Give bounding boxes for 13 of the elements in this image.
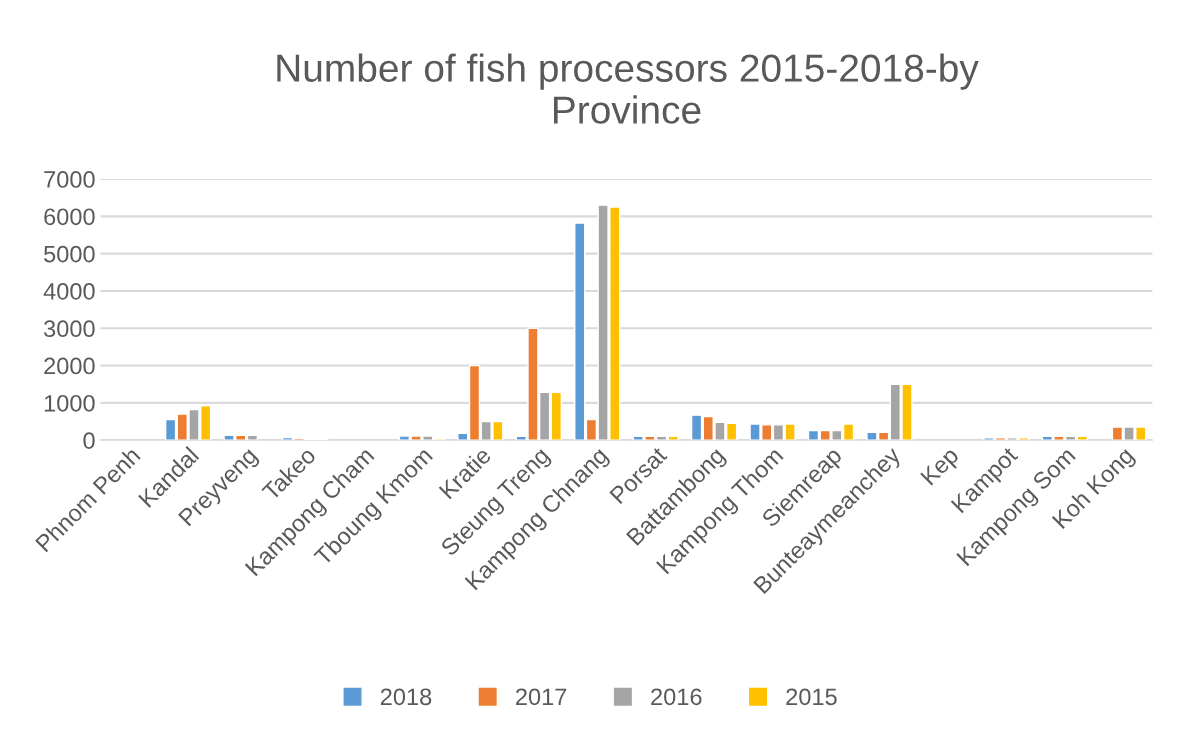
y-tick-label: 5000 xyxy=(44,245,95,263)
y-tick-label: 4000 xyxy=(43,283,95,300)
y-tick-label: 3000 xyxy=(43,320,95,338)
y-tick-label: 7000 xyxy=(44,171,95,188)
legend-label: 2018 xyxy=(380,688,432,706)
legend-label: 2017 xyxy=(516,688,567,706)
y-tick-label: 2000 xyxy=(44,357,95,375)
chart-title: Number of fish processors 2015-2018-by Province xyxy=(277,53,979,124)
y-tick-label: 0 xyxy=(83,432,95,449)
y-tick-label: 1000 xyxy=(44,394,95,412)
y-tick-label: 6000 xyxy=(44,208,95,226)
legend-label: 2015 xyxy=(786,688,837,706)
legend-label: 2016 xyxy=(651,688,702,706)
